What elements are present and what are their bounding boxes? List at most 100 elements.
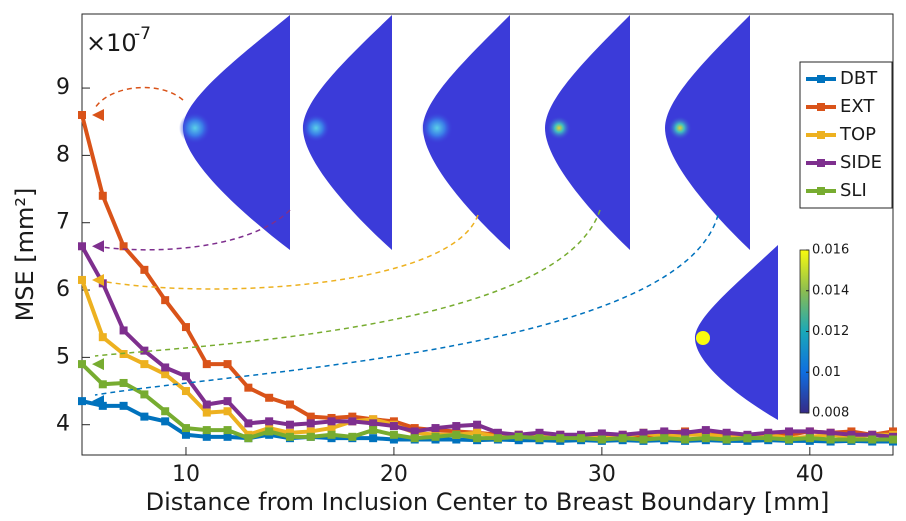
marker [265, 417, 273, 425]
marker [99, 380, 107, 388]
x-tick-label: 10 [172, 462, 200, 487]
marker [265, 394, 273, 402]
marker [785, 427, 793, 435]
legend-label: SIDE [840, 152, 882, 173]
marker [161, 417, 169, 425]
marker [78, 242, 86, 250]
marker [99, 333, 107, 341]
marker [161, 407, 169, 415]
marker [785, 436, 793, 444]
colorbar-tick-label: 0.008 [812, 406, 849, 421]
y-tick-label: 9 [56, 75, 70, 100]
marker [473, 434, 481, 442]
marker [452, 431, 460, 439]
y-exponent-power: -7 [134, 24, 151, 44]
arrow-head [92, 109, 104, 121]
marker [182, 387, 190, 395]
arrow [95, 88, 183, 108]
inset-hotspot [668, 116, 692, 140]
marker [161, 363, 169, 371]
legend-marker [817, 131, 825, 139]
marker [328, 417, 336, 425]
marker [535, 434, 543, 442]
x-tick-label: 20 [380, 462, 408, 487]
colorbar-tick-label: 0.014 [812, 283, 849, 298]
x-tick-label: 30 [588, 462, 616, 487]
marker [515, 433, 523, 441]
marker [224, 360, 232, 368]
colorbar-tick-label: 0.012 [812, 324, 849, 339]
inset-image [695, 245, 778, 420]
marker [140, 413, 148, 421]
marker [182, 323, 190, 331]
marker [120, 326, 128, 334]
y-exponent-base: ×10 [86, 29, 137, 57]
y-tick-label: 7 [56, 210, 70, 235]
marker [847, 436, 855, 444]
marker [619, 434, 627, 442]
marker [494, 434, 502, 442]
marker [764, 434, 772, 442]
marker [140, 266, 148, 274]
marker [224, 397, 232, 405]
marker [78, 276, 86, 284]
inset-inclusion [696, 331, 710, 345]
arrow [95, 210, 600, 356]
legend-label: DBT [840, 68, 878, 89]
y-tick-label: 5 [56, 344, 70, 369]
marker [556, 434, 564, 442]
marker [348, 433, 356, 441]
marker [120, 402, 128, 410]
marker [286, 401, 294, 409]
arrow-head [92, 358, 104, 370]
colorbar-tick-label: 0.01 [812, 365, 841, 380]
marker [203, 409, 211, 417]
x-tick-label: 40 [796, 462, 824, 487]
marker [639, 436, 647, 444]
inset-hotspot [547, 116, 571, 140]
marker [307, 419, 315, 427]
legend-marker [817, 187, 825, 195]
marker [224, 426, 232, 434]
marker [660, 434, 668, 442]
marker [473, 421, 481, 429]
marker [889, 436, 897, 444]
marker [369, 434, 377, 442]
marker [868, 436, 876, 444]
marker [328, 431, 336, 439]
marker [161, 296, 169, 304]
marker [452, 422, 460, 430]
marker [182, 424, 190, 432]
marker [286, 433, 294, 441]
marker [369, 426, 377, 434]
marker [203, 401, 211, 409]
marker [203, 426, 211, 434]
marker [390, 431, 398, 439]
legend-marker [817, 103, 825, 111]
legend-label: TOP [839, 124, 876, 145]
insets [179, 15, 809, 420]
legend-label: EXT [840, 96, 875, 117]
y-axis-label: MSE [mm²] [11, 188, 39, 322]
colorbar-tick-label: 0.016 [812, 243, 849, 258]
marker [286, 421, 294, 429]
marker [224, 407, 232, 415]
legend-marker [817, 75, 825, 83]
marker [203, 360, 211, 368]
marker [307, 433, 315, 441]
marker [348, 417, 356, 425]
marker [390, 422, 398, 430]
marker [723, 436, 731, 444]
marker [681, 436, 689, 444]
marker [244, 434, 252, 442]
legend-marker [817, 159, 825, 167]
inset-hotspot [421, 112, 453, 144]
inset-hotspot [302, 114, 330, 142]
marker [411, 434, 419, 442]
x-axis-label: Distance from Inclusion Center to Breast… [146, 488, 830, 516]
marker [432, 424, 440, 432]
marker [702, 426, 710, 434]
marker [432, 433, 440, 441]
marker [827, 436, 835, 444]
